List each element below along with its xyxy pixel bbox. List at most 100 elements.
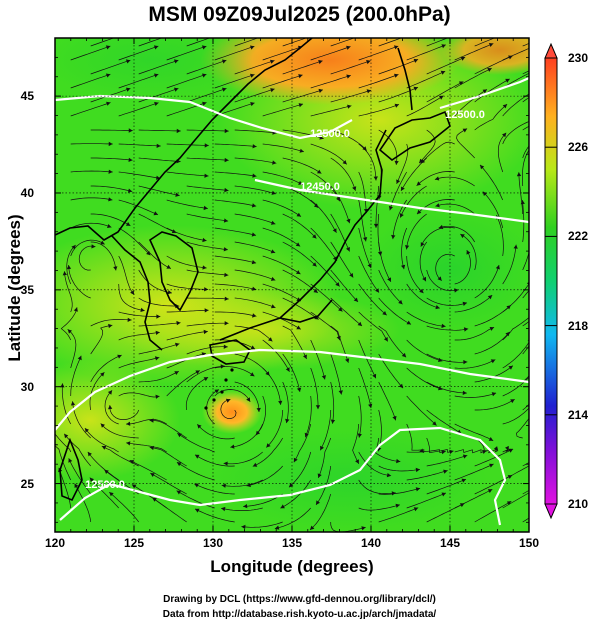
streamline-arrowhead [223,247,228,252]
streamline-arrowhead [361,526,366,531]
streamline [166,370,201,397]
streamline-arrowhead [285,367,290,372]
streamline [282,129,324,140]
streamline-arrowhead [487,295,493,300]
streamline [118,357,160,369]
y-tick-label: 30 [20,379,34,394]
streamline [262,103,304,117]
streamline [234,129,277,134]
streamline [186,38,211,47]
streamline [282,381,289,424]
x-tick-label: 120 [44,536,66,550]
streamline-arrowhead [396,458,401,464]
streamline [426,381,467,394]
streamline [358,255,380,293]
streamline-arrowhead [125,59,131,64]
streamline-arrowhead [346,218,351,224]
streamline [262,339,290,372]
streamline [406,44,446,61]
streamline-arrowhead [338,390,343,395]
streamline [234,60,275,75]
streamline [234,185,276,195]
streamline-arrowhead [166,264,171,269]
streamline-arrowhead [508,365,513,370]
streamline [234,325,273,342]
streamline-arrowhead [204,173,209,178]
coastline [209,339,252,365]
streamline [214,199,257,207]
streamline-arrowhead [203,377,209,382]
streamline [406,255,424,294]
streamline-arrowhead [202,265,207,270]
streamline [399,185,427,218]
streamline [426,503,465,523]
streamline-arrowhead [250,45,255,50]
streamline [330,157,356,191]
streamline-arrowhead [221,506,226,512]
streamline [426,81,464,103]
streamline [243,493,283,507]
streamline-arrowhead [488,437,494,441]
streamline-arrowhead [108,197,113,202]
streamline [214,171,257,177]
streamline [474,103,508,131]
streamline-arrowhead [87,451,92,457]
streamline [186,322,229,327]
streamline-arrowhead [250,102,255,107]
streamline [358,339,377,379]
streamline-arrowhead [401,352,407,358]
streamline-arrowhead [399,213,404,218]
streamline [474,331,510,355]
streamline [502,72,529,89]
streamline [67,329,77,369]
streamline [90,319,132,327]
streamline [90,241,117,271]
streamline-arrowhead [107,390,113,395]
streamline-arrowhead [68,458,73,463]
streamline [186,297,229,300]
streamline-arrowhead [174,87,179,92]
streamline [262,283,302,302]
streamline-arrowhead [315,405,321,410]
streamline-arrowhead [458,81,464,86]
streamline [90,38,115,47]
streamline [274,507,311,529]
streamline-arrowhead [77,355,82,361]
streamline [70,170,113,173]
streamline [378,59,419,75]
streamline-arrowhead [434,176,440,181]
contour-label: 12500.0 [310,128,350,140]
streamline-arrowhead [256,407,261,412]
streamline [118,331,160,341]
streamline [378,465,420,472]
streamline-arrowhead [505,445,509,451]
streamline-arrowhead [128,157,133,162]
streamline [378,325,407,358]
streamline-arrowhead [482,191,488,196]
streamline [330,185,350,224]
island [204,406,208,410]
streamline-arrowhead [509,30,514,34]
streamline-arrowhead [531,230,535,234]
streamline [282,353,301,392]
streamline [138,157,181,162]
colorbar-tick-label: 222 [568,229,589,244]
streamline-arrowhead [440,70,446,75]
streamline-arrowhead [101,445,107,450]
streamline [206,389,220,425]
streamline-arrowhead [270,276,276,281]
streamline [502,407,529,425]
streamline-arrowhead [531,370,535,374]
streamline [454,392,497,398]
streamline-arrowhead [516,172,522,177]
streamline-arrowhead [176,490,182,495]
streamline-arrowhead [398,299,403,305]
streamline-arrowhead [195,508,200,513]
streamline [68,264,91,299]
streamline [282,241,317,267]
island [230,368,234,372]
streamline-arrowhead [223,461,228,466]
streamline [406,492,447,509]
streamline-arrowhead [104,469,109,474]
streamline-arrowhead [130,290,135,295]
